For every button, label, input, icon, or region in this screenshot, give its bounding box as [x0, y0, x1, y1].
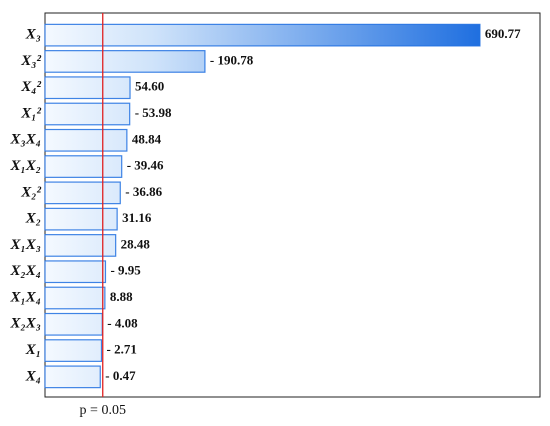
bar — [44, 234, 117, 257]
bar — [44, 207, 118, 231]
category-label: X₄² — [20, 79, 41, 95]
bar — [44, 312, 103, 336]
value-label: - 4.08 — [107, 315, 138, 330]
value-label: 28.48 — [121, 236, 151, 251]
value-label: - 39.46 — [127, 158, 164, 173]
category-label: X₃² — [20, 53, 41, 69]
category-label: X₁X₄ — [10, 289, 41, 305]
value-label: - 2.71 — [106, 342, 136, 357]
value-label: 31.16 — [122, 210, 152, 225]
bar — [44, 260, 107, 284]
category-label: X₁² — [20, 105, 41, 121]
value-label: 54.60 — [135, 79, 164, 94]
category-label: X₂ — [25, 211, 41, 227]
category-label: X₃ — [25, 27, 41, 43]
bar — [44, 365, 101, 389]
category-label: X₁ — [25, 342, 41, 358]
bar — [44, 23, 481, 47]
bar — [44, 155, 123, 178]
bar — [44, 339, 103, 362]
plot-frame — [44, 12, 541, 398]
category-label: X₁X₂ — [10, 158, 41, 174]
category-label: X₂² — [20, 184, 41, 200]
value-label: - 9.95 — [110, 263, 141, 278]
value-label: - 0.47 — [105, 368, 136, 383]
bar — [44, 102, 131, 126]
value-label: 48.84 — [132, 131, 162, 146]
reference-label: p = 0.05 — [80, 403, 126, 418]
value-label: - 53.98 — [135, 105, 172, 120]
category-label: X₁X₃ — [10, 237, 41, 253]
bar — [44, 128, 128, 152]
bar — [44, 286, 106, 310]
bar — [44, 181, 121, 205]
category-label: X₃X₄ — [10, 132, 41, 148]
bar — [44, 50, 206, 73]
category-label: X₄ — [25, 368, 41, 384]
bar — [44, 76, 131, 100]
value-label: 690.77 — [485, 26, 521, 41]
value-label: - 36.86 — [125, 184, 162, 199]
category-label: X₂X₄ — [10, 263, 41, 279]
category-label: X₂X₃ — [10, 316, 41, 332]
value-label: - 190.78 — [210, 52, 254, 67]
value-label: 8.88 — [110, 289, 133, 304]
